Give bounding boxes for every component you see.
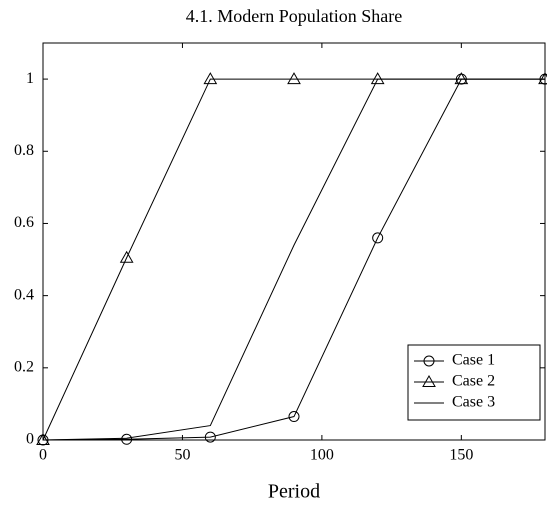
y-tick-label: 0 (26, 431, 34, 448)
y-tick-label: 1 (26, 70, 34, 87)
legend-label: Case 1 (452, 352, 495, 369)
marker (372, 232, 384, 244)
x-tick-label: 150 (449, 447, 473, 464)
y-tick-label: 0.4 (14, 286, 34, 303)
x-tick-label: 50 (174, 447, 190, 464)
marker (36, 432, 50, 445)
marker (454, 72, 469, 85)
legend-label: Case 3 (452, 394, 495, 411)
marker (203, 72, 218, 85)
legend-marker (423, 355, 435, 367)
chart-title: 4.1. Modern Population Share (186, 6, 402, 26)
marker (370, 72, 385, 85)
x-axis-label: Period (268, 481, 320, 503)
x-tick-label: 100 (310, 447, 334, 464)
series-line (42, 78, 545, 441)
y-tick-label: 0.2 (14, 358, 34, 375)
marker (121, 433, 133, 445)
marker (119, 250, 134, 263)
legend-label: Case 2 (452, 373, 495, 390)
marker (204, 431, 216, 443)
legend-marker (422, 374, 436, 387)
plot-frame (42, 42, 546, 441)
y-tick-label: 0.8 (14, 142, 34, 159)
y-tick-label: 0.6 (14, 214, 34, 231)
x-tick-label: 0 (39, 447, 47, 464)
marker (538, 72, 547, 85)
marker (288, 411, 300, 423)
marker (287, 72, 301, 85)
